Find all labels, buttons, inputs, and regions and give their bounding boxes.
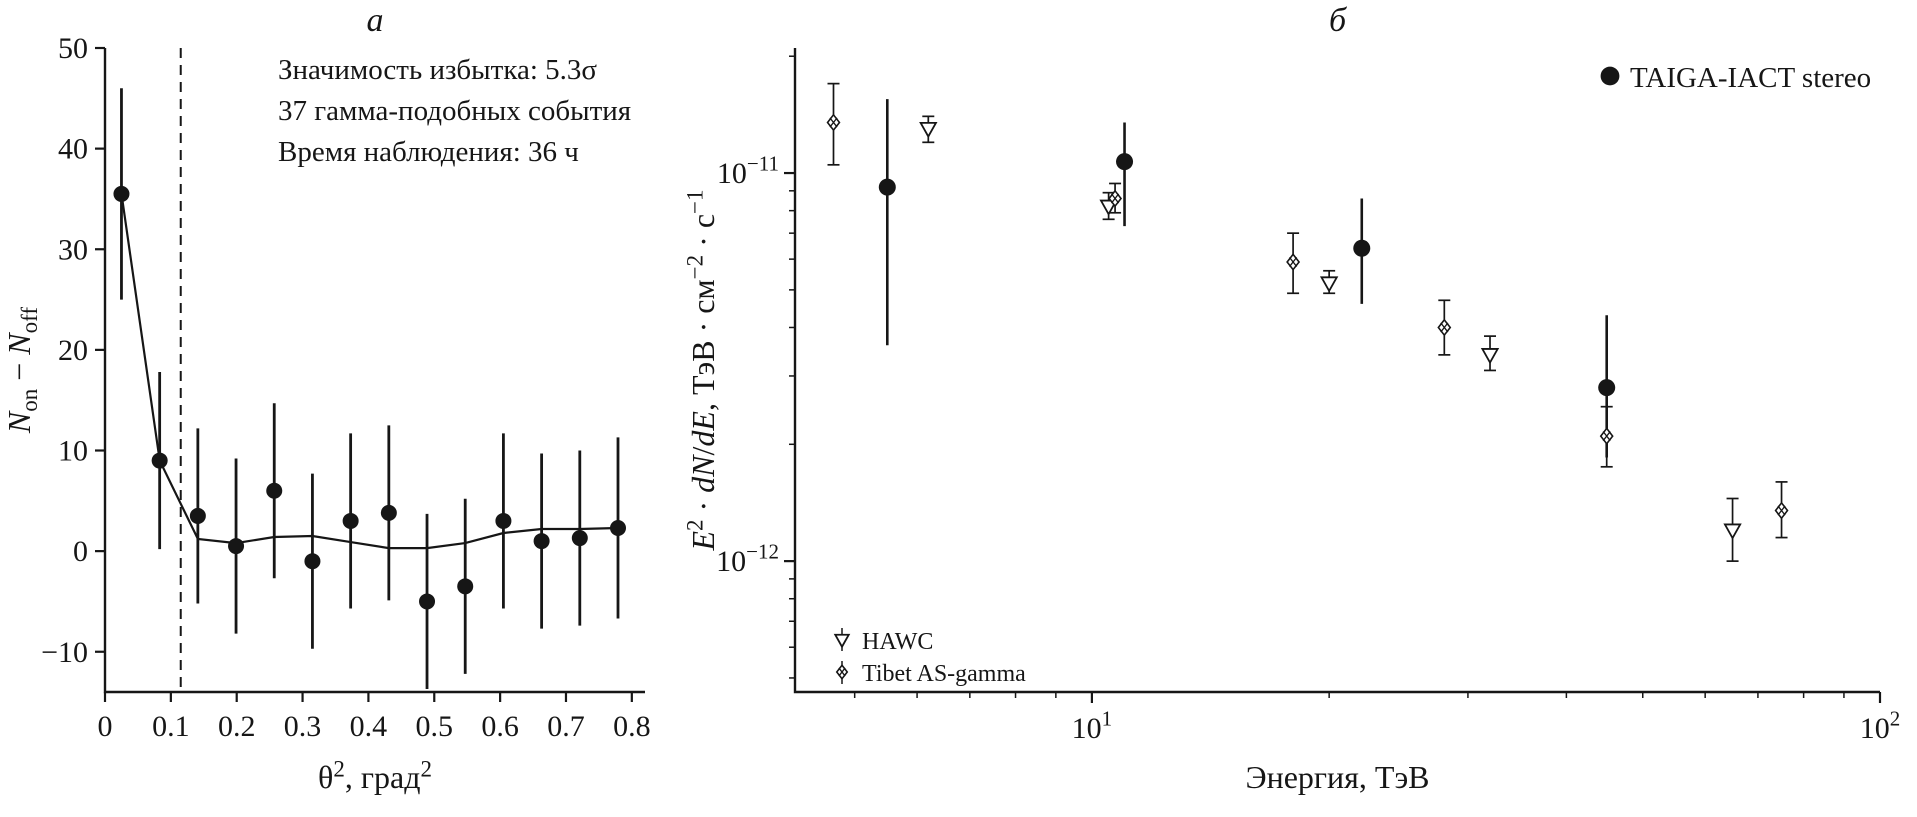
data-point: [919, 121, 938, 139]
data-point: [1602, 431, 1611, 442]
data-point: [1116, 153, 1134, 171]
legend-hawc-label: HAWC: [862, 629, 933, 655]
data-point: [380, 504, 397, 521]
data-point: [1777, 505, 1786, 516]
theta2-distribution-chart: −10 0 10 20 30 40 50 0 0.1 0.2 0.3 0.4 0.5 0.6 0.7 0.8 N…: [1, 32, 651, 796]
data-point: [1440, 322, 1449, 333]
y-tick-label: 0: [73, 535, 88, 568]
y-tick-label: 20: [58, 334, 88, 367]
x-axis-label: θ2, град2: [318, 757, 432, 796]
y-tick-label: 30: [58, 233, 88, 266]
data-point: [342, 512, 359, 529]
legend-tibet-label: Tibet AS-gamma: [862, 661, 1026, 687]
data-point: [228, 538, 245, 555]
significance-annotation: Значимость избытка: 5.3σ: [278, 54, 598, 86]
data-point: [457, 578, 474, 595]
panel-a-annotations: Значимость избытка: 5.3σ 37 гамма-подобн…: [278, 50, 631, 173]
data-point: [878, 178, 896, 196]
x-tick-label: 0.2: [218, 710, 256, 743]
panel-a-title: а: [366, 2, 384, 39]
fit-line: [120, 193, 619, 550]
x-tick-label: 101: [1072, 706, 1113, 745]
x-tick-label: 0.6: [481, 710, 519, 743]
data-point: [1110, 193, 1120, 204]
y-tick-label: 10−11: [717, 151, 779, 190]
x-tick-label: 0.4: [350, 710, 388, 743]
y-tick-label: −10: [41, 636, 88, 669]
observation-time-annotation: Время наблюдения: 36 ч: [278, 136, 579, 168]
gamma-events-annotation: 37 гамма-подобных события: [278, 95, 632, 127]
x-tick-label: 102: [1860, 706, 1901, 745]
data-point: [1480, 348, 1500, 365]
axes: [793, 48, 1880, 694]
panel-theta2: −10 0 10 20 30 40 50 0 0.1 0.2 0.3 0.4 0.5 0.6 0.7 0.8 N…: [0, 0, 670, 817]
data-point: [304, 553, 321, 570]
y-tick-label: 40: [58, 133, 88, 166]
data-point: [610, 519, 626, 536]
panel-b-title: б: [1328, 2, 1347, 39]
legend-taiga-marker: [1600, 66, 1620, 86]
y-tick-label: 10: [58, 435, 88, 468]
data-point: [419, 593, 436, 610]
data-point: [1353, 239, 1371, 257]
x-tick-label: 0.8: [613, 710, 651, 743]
data-point: [495, 512, 512, 529]
legend-taiga-label: TAIGA-IACT stereo: [1630, 62, 1871, 94]
x-tick-label: 0: [98, 710, 113, 743]
panel-spectrum: 10−11 10−12 101 102 E2 · dN/dE, ТэВ · см−2 ·…: [670, 0, 1917, 817]
data-point: [1289, 256, 1298, 267]
data-point: [266, 482, 283, 499]
y-axis-label: Non − Noff: [1, 307, 42, 434]
data-point: [829, 117, 838, 128]
data-point: [151, 452, 168, 469]
data-point: [571, 530, 588, 547]
data-point: [1319, 276, 1339, 293]
y-tick-label: 10−12: [716, 540, 779, 579]
x-tick-label: 0.7: [547, 710, 585, 743]
x-tick-label: 0.5: [416, 710, 454, 743]
legend-hawc-marker: [833, 633, 851, 649]
y-axis-label-group: E2 · dN/dE, ТэВ · см−2 · с−1: [683, 189, 722, 551]
y-axis-label: E2 · dN/dE, ТэВ · см−2 · с−1: [683, 189, 722, 551]
data-point: [113, 185, 130, 202]
data-point: [189, 507, 206, 524]
x-axis-label: Энергия, ТэВ: [1245, 759, 1429, 795]
y-axis-label-group: Non − Noff: [1, 307, 42, 434]
x-tick-label: 0.3: [284, 710, 322, 743]
energy-spectrum-chart: 10−11 10−12 101 102 E2 · dN/dE, ТэВ · см−2 ·…: [683, 48, 1901, 795]
data-point: [533, 533, 550, 550]
legend-tibet-marker: [838, 667, 846, 677]
y-tick-label: 50: [58, 32, 88, 65]
x-tick-label: 0.1: [152, 710, 190, 743]
data-point: [1598, 379, 1616, 397]
data-point: [1723, 523, 1742, 540]
